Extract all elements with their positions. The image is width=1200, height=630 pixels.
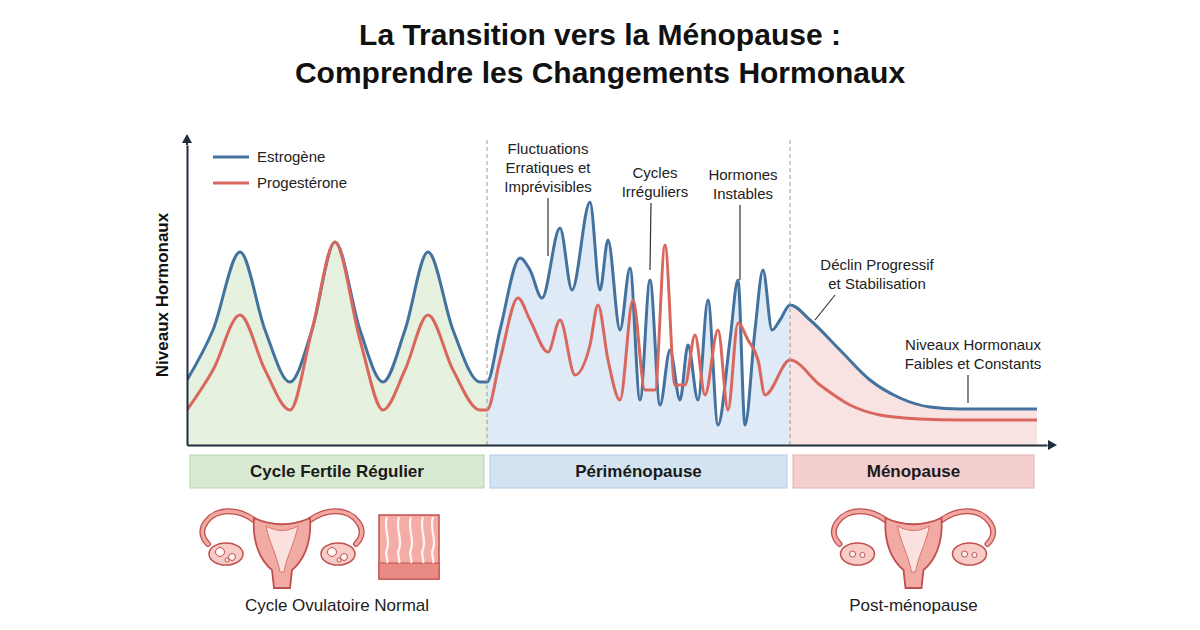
caption: Cycle Ovulatoire Normal [245,596,429,615]
leader-line [547,198,548,256]
follicle [850,551,856,557]
uterus-cavity [898,526,930,572]
annotation-text: Hormones [708,166,777,183]
plot-area [187,202,1037,445]
fallopian-tube-inner [202,511,254,544]
phase-band [190,455,484,488]
phase-divider [487,140,488,445]
phase-divider [790,140,791,445]
annotation-text: Instables [713,185,773,202]
leader-line [815,295,835,320]
background [0,0,1200,630]
line [187,202,1037,425]
endometrium-icon [379,515,439,579]
annotation-text: Déclin Progressif [820,256,934,273]
uterus-cavity [266,526,298,572]
ovary [209,543,243,565]
uterus-icon [834,511,993,588]
title: La Transition vers la Ménopause : [359,18,841,51]
gland [398,517,400,563]
ovary [321,543,355,565]
title: Comprendre les Changements Hormonaux [295,56,905,89]
annotation: Niveaux Hormonaux Faibles et Constants [905,336,1042,403]
axis-arrow [1048,440,1057,450]
fallopian-tube-inner [942,511,994,544]
follicle [860,553,865,558]
fallopian-tube [310,511,362,544]
gland [410,517,412,563]
annotation-text: Imprévisibles [504,178,592,195]
tissue-base [379,563,439,579]
fallopian-tube [834,511,886,544]
phase-label: Périménopause [575,462,702,481]
annotation: Cycles Irréguliers [622,164,689,270]
phase-label: Cycle Fertile Régulier [250,462,424,481]
follicle [337,558,341,562]
axis-line [188,445,1048,447]
legend: Estrogène Progestérone [213,148,347,191]
annotation-text: Niveaux Hormonaux [905,336,1041,353]
follicle [341,554,348,561]
annotation-text: Fluctuations [508,140,589,157]
phase-label: Ménopause [867,462,961,481]
follicle [225,558,229,562]
phase-band [793,455,1034,488]
fallopian-tube [942,511,994,544]
y-axis [187,146,188,446]
chart: La Transition vers la Ménopause : Compren… [0,0,1200,630]
x-axis [188,445,1048,446]
line [187,242,1037,420]
follicle [328,548,337,557]
legend-label: Estrogène [257,148,325,165]
uterus-icon [202,511,361,588]
annotation-text: Irréguliers [622,183,689,200]
uterus-body [885,518,942,588]
leader-line [650,203,651,270]
gland [422,517,424,563]
axis-arrow [182,134,192,143]
tissue [379,515,439,579]
axis-line [187,146,189,446]
annotation-text: Erratiques et [505,159,591,176]
annotation-text: et Stabilisation [828,275,926,292]
annotation-text: Faibles et Constants [905,355,1042,372]
gland [432,517,434,563]
area [187,202,1037,445]
follicle [216,548,225,557]
uterus-body [254,518,311,588]
legend-label: Progestérone [257,174,347,191]
fallopian-tube [202,511,254,544]
fallopian-tube-inner [310,511,362,544]
leader-line [967,375,968,403]
gland [386,517,388,563]
leader-line [739,205,740,280]
axis-title: Niveaux Hormonaux [153,212,172,377]
fallopian-tube-inner [834,511,886,544]
follicle [972,553,977,558]
legend-swatch [213,182,249,185]
annotation-text: Cycles [632,164,677,181]
follicle [229,554,236,561]
annotation: Déclin Progressif et Stabilisation [815,256,935,320]
legend-swatch [213,156,249,159]
annotation: Fluctuations Erratiques et Imprévisibles [504,140,592,256]
follicle [962,551,968,557]
annotation: Hormones Instables [708,166,777,280]
ovary [841,543,875,565]
phase-band [490,455,787,488]
ovary [953,543,987,565]
caption: Post-ménopause [849,596,978,615]
